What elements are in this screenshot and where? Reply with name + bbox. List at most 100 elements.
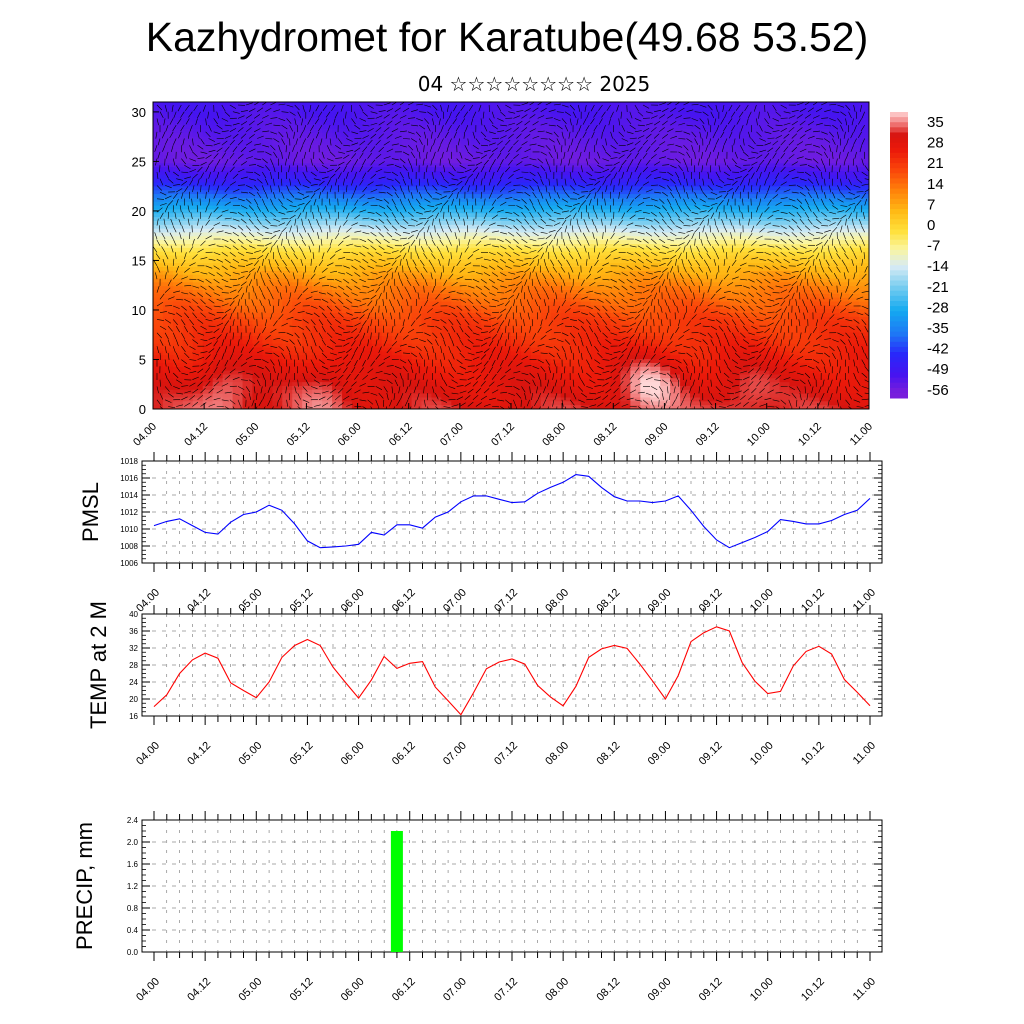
colorbar-band bbox=[890, 255, 908, 261]
x-tick-label: 04.12 bbox=[185, 740, 213, 768]
colorbar-band bbox=[890, 239, 908, 246]
x-tick-label: 05.00 bbox=[236, 587, 264, 615]
x-tick-label: 04.12 bbox=[182, 421, 210, 449]
colorbar-band bbox=[890, 229, 908, 236]
pmsl-series bbox=[153, 474, 871, 549]
x-tick-label: 06.12 bbox=[390, 587, 418, 615]
colorbar-band bbox=[890, 122, 908, 128]
colorbar-band bbox=[890, 377, 908, 384]
colorbar-band bbox=[890, 188, 908, 195]
colorbar-label: -56 bbox=[927, 382, 949, 399]
y-tick-label: 28 bbox=[129, 661, 138, 670]
colorbar-label: 21 bbox=[927, 155, 944, 172]
colorbar-band bbox=[890, 260, 908, 266]
figure-title: Kazhydromet for Karatube(49.68 53.52) bbox=[145, 14, 869, 60]
x-tick-label: 05.00 bbox=[236, 740, 264, 768]
x-tick-label: 10.12 bbox=[799, 976, 827, 1004]
x-tick-label: 06.12 bbox=[390, 976, 418, 1004]
x-tick-label: 07.00 bbox=[441, 740, 469, 768]
colorbar-band bbox=[890, 173, 908, 179]
colorbar-band bbox=[890, 203, 908, 210]
colorbar-label: 28 bbox=[927, 135, 944, 152]
colorbar-band bbox=[890, 300, 908, 307]
colorbar: 35 28 21 14 7 0 -7 -14 -21 -28 -35 -42 -49 -56 bbox=[890, 112, 949, 399]
x-tick-label: 07.00 bbox=[441, 976, 469, 1004]
y-tick-label: 1014 bbox=[120, 491, 138, 500]
x-tick-label: 06.00 bbox=[339, 587, 367, 615]
colorbar-band bbox=[890, 311, 908, 317]
x-tick-label: 11.00 bbox=[851, 587, 878, 614]
x-tick-label: 07.12 bbox=[489, 421, 517, 449]
colorbar-band bbox=[890, 224, 908, 230]
x-tick-label: 10.12 bbox=[799, 587, 827, 615]
y-axis-label: TEMP at 2 M bbox=[86, 601, 111, 729]
x-tick-label: 05.00 bbox=[233, 421, 261, 449]
y-tick-label: 0.0 bbox=[127, 948, 139, 957]
colorbar-band bbox=[890, 341, 908, 348]
colorbar-band bbox=[890, 321, 908, 327]
colorbar-band bbox=[890, 219, 908, 225]
y-tick-label: 32 bbox=[129, 644, 138, 653]
x-tick-label: 07.12 bbox=[492, 740, 520, 768]
y-tick-label: 2.4 bbox=[127, 816, 139, 825]
colorbar-band bbox=[890, 183, 908, 190]
colorbar-band bbox=[890, 316, 908, 322]
colorbar-band bbox=[890, 265, 908, 271]
colorbar-band bbox=[890, 193, 908, 200]
x-tick-label: 08.00 bbox=[540, 421, 568, 449]
colorbar-band bbox=[890, 362, 908, 368]
colorbar-band bbox=[890, 357, 908, 363]
colorbar-band bbox=[890, 147, 908, 154]
x-tick-label: 10.00 bbox=[748, 976, 776, 1004]
x-tick-label: 08.00 bbox=[543, 740, 571, 768]
x-tick-label: 07.00 bbox=[438, 421, 466, 449]
y-tick-label: 25 bbox=[132, 154, 146, 169]
x-tick-label: 05.12 bbox=[288, 740, 316, 768]
colorbar-band bbox=[890, 137, 908, 144]
x-tick-label: 10.12 bbox=[796, 421, 824, 449]
y-tick-label: 24 bbox=[129, 678, 138, 687]
colorbar-band bbox=[890, 382, 908, 389]
colorbar-band bbox=[890, 285, 908, 292]
colorbar-band bbox=[890, 387, 908, 394]
colorbar-label: 7 bbox=[927, 196, 935, 213]
colorbar-band bbox=[890, 234, 908, 241]
colorbar-band bbox=[890, 168, 908, 174]
y-tick-label: 1.2 bbox=[127, 882, 139, 891]
x-tick-label: 11.00 bbox=[848, 421, 875, 448]
x-tick-label: 09.00 bbox=[646, 740, 674, 768]
x-tick-label: 08.12 bbox=[594, 740, 622, 768]
x-tick-label: 10.00 bbox=[745, 421, 773, 449]
precip-bar bbox=[390, 831, 403, 952]
x-tick-label: 04.00 bbox=[134, 976, 162, 1004]
colorbar-band bbox=[890, 214, 908, 220]
colorbar-band bbox=[890, 270, 908, 276]
x-tick-label: 10.12 bbox=[799, 740, 827, 768]
x-tick-label: 05.12 bbox=[288, 587, 316, 615]
y-tick-label: 1006 bbox=[120, 559, 138, 568]
x-tick-label: 08.00 bbox=[543, 587, 571, 615]
colorbar-band bbox=[890, 209, 908, 215]
temp-series bbox=[153, 626, 871, 716]
colorbar-band bbox=[890, 142, 908, 149]
colorbar-label: -49 bbox=[927, 361, 949, 378]
colorbar-band bbox=[890, 392, 908, 399]
colorbar-band bbox=[890, 112, 908, 118]
y-tick-label: 0 bbox=[139, 402, 146, 417]
x-tick-label: 05.12 bbox=[285, 421, 313, 449]
colorbar-band bbox=[890, 336, 908, 343]
colorbar-label: 35 bbox=[927, 114, 944, 131]
y-tick-label: 1010 bbox=[120, 525, 138, 534]
colorbar-band bbox=[890, 352, 908, 358]
precip-panel: 0.0 0.4 0.8 1.2 1.6 2.0 2.4 04.00 04.12 05.00 05.1… bbox=[72, 811, 883, 1004]
colorbar-band bbox=[890, 306, 908, 312]
y-tick-label: 20 bbox=[129, 695, 138, 704]
y-tick-label: 1012 bbox=[120, 508, 138, 517]
x-tick-label: 09.12 bbox=[697, 587, 725, 615]
colorbar-band bbox=[890, 326, 908, 333]
x-tick-label: 09.00 bbox=[643, 421, 671, 449]
y-tick-label: 2.0 bbox=[127, 838, 139, 847]
figure-subtitle: 04 ☆☆☆☆☆☆☆☆ 2025 bbox=[417, 72, 651, 96]
colorbar-band bbox=[890, 249, 908, 256]
